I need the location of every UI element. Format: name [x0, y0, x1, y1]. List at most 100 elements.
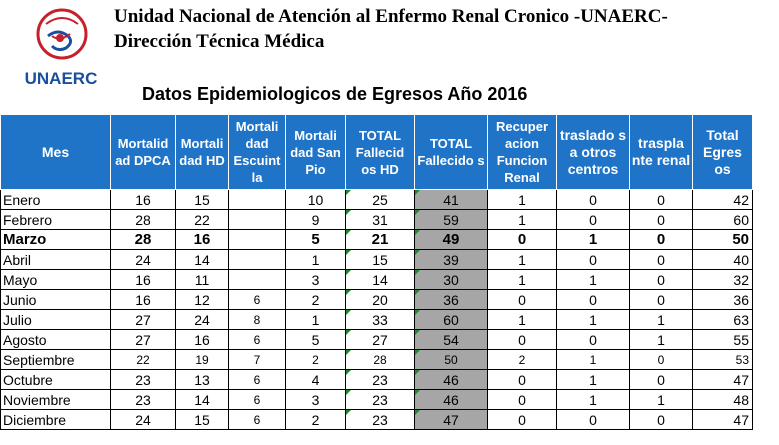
table-row: Octubre 23 13 6 4 23 46 0 1 0 47	[0, 369, 753, 390]
cell-mortalidad-escuintla	[228, 269, 286, 290]
cell-month: Enero	[0, 189, 111, 210]
cell-total-egresos: 40	[692, 249, 753, 270]
cell-total-fallecidos-hd: 27	[345, 329, 415, 350]
cell-recuperacion: 0	[487, 229, 557, 250]
unaerc-logo: UNAERC	[22, 6, 100, 88]
unaerc-logo-icon: UNAERC	[25, 8, 98, 88]
table-row: Marzo 28 16 5 21 49 0 1 0 50	[0, 229, 753, 250]
cell-trasplante: 0	[629, 369, 693, 390]
cell-recuperacion: 1	[487, 189, 557, 210]
cell-total-fallecidos: 54	[414, 329, 488, 350]
cell-mortalidad-escuintla: 6	[228, 389, 286, 410]
cell-recuperacion: 0	[487, 329, 557, 350]
cell-traslados: 0	[556, 289, 630, 310]
cell-mortalidad-hd: 16	[175, 229, 229, 250]
cell-total-egresos: 48	[692, 389, 753, 410]
cell-trasplante: 0	[629, 409, 693, 430]
cell-mortalidad-hd: 16	[175, 329, 229, 350]
cell-mortalidad-hd: 14	[175, 249, 229, 270]
cell-mortalidad-dpca: 16	[110, 189, 176, 210]
cell-mortalidad-san-pio: 2	[285, 349, 346, 370]
cell-total-fallecidos-hd: 28	[345, 349, 415, 370]
cell-recuperacion: 0	[487, 409, 557, 430]
cell-mortalidad-san-pio: 10	[285, 189, 346, 210]
table-row: Noviembre 23 14 6 3 23 46 0 1 1 48	[0, 389, 753, 410]
cell-month: Febrero	[0, 209, 111, 230]
cell-mortalidad-hd: 15	[175, 409, 229, 430]
cell-total-fallecidos: 46	[414, 369, 488, 390]
cell-mortalidad-dpca: 23	[110, 369, 176, 390]
cell-traslados: 1	[556, 389, 630, 410]
cell-traslados: 1	[556, 269, 630, 290]
cell-total-egresos: 42	[692, 189, 753, 210]
col-header-total-fallecidos: TOTAL Fallecido s	[414, 114, 488, 190]
col-header-mortalidad-escuintla: Mortali dad Escuint la	[228, 114, 286, 190]
logo-text: UNAERC	[25, 69, 98, 86]
table-subtitle: Datos Epidemiologicos de Egresos Año 201…	[142, 84, 528, 104]
cell-mortalidad-hd: 24	[175, 309, 229, 330]
cell-total-fallecidos-hd: 14	[345, 269, 415, 290]
cell-month: Abril	[0, 249, 111, 270]
col-header-recuperacion: Recuper acion Funcion Renal	[487, 114, 557, 190]
cell-mortalidad-hd: 13	[175, 369, 229, 390]
cell-trasplante: 0	[629, 249, 693, 270]
cell-traslados: 0	[556, 249, 630, 270]
cell-mortalidad-hd: 19	[175, 349, 229, 370]
table-row: Febrero 28 22 9 31 59 1 0 0 60	[0, 209, 753, 230]
cell-total-fallecidos: 50	[414, 349, 488, 370]
cell-mortalidad-dpca: 24	[110, 249, 176, 270]
cell-total-fallecidos: 47	[414, 409, 488, 430]
cell-total-fallecidos-hd: 23	[345, 369, 415, 390]
cell-traslados: 1	[556, 229, 630, 250]
cell-month: Marzo	[0, 229, 111, 250]
cell-total-fallecidos-hd: 15	[345, 249, 415, 270]
cell-trasplante: 0	[629, 289, 693, 310]
cell-total-fallecidos-hd: 23	[345, 409, 415, 430]
cell-recuperacion: 1	[487, 269, 557, 290]
cell-traslados: 1	[556, 369, 630, 390]
cell-total-egresos: 32	[692, 269, 753, 290]
cell-trasplante: 0	[629, 269, 693, 290]
cell-traslados: 0	[556, 409, 630, 430]
cell-month: Noviembre	[0, 389, 111, 410]
col-header-mortalidad-dpca: Mortalid ad DPCA	[110, 114, 176, 190]
cell-total-egresos: 36	[692, 289, 753, 310]
cell-mortalidad-dpca: 27	[110, 329, 176, 350]
cell-traslados: 1	[556, 349, 630, 370]
cell-mortalidad-dpca: 28	[110, 229, 176, 250]
cell-month: Mayo	[0, 269, 111, 290]
cell-traslados: 0	[556, 189, 630, 210]
cell-mortalidad-escuintla: 8	[228, 309, 286, 330]
cell-total-fallecidos-hd: 31	[345, 209, 415, 230]
cell-month: Septiembre	[0, 349, 111, 370]
cell-recuperacion: 0	[487, 389, 557, 410]
cell-mortalidad-escuintla	[228, 229, 286, 250]
cell-total-fallecidos: 36	[414, 289, 488, 310]
cell-mortalidad-hd: 22	[175, 209, 229, 230]
col-header-mortalidad-hd: Mortali dad HD	[175, 114, 229, 190]
cell-trasplante: 1	[629, 389, 693, 410]
cell-recuperacion: 1	[487, 249, 557, 270]
cell-trasplante: 0	[629, 189, 693, 210]
col-header-traslados: traslado s a otros centros	[556, 114, 630, 190]
cell-total-egresos: 47	[692, 369, 753, 390]
table-row: Diciembre 24 15 6 2 23 47 0 0 0 47	[0, 409, 753, 430]
header-title-line2: Dirección Técnica Médica	[114, 31, 325, 52]
cell-total-egresos: 53	[692, 349, 753, 370]
table-row: Julio 27 24 8 1 33 60 1 1 1 63	[0, 309, 753, 330]
cell-total-fallecidos: 41	[414, 189, 488, 210]
col-header-mes: Mes	[0, 114, 111, 190]
cell-mortalidad-hd: 11	[175, 269, 229, 290]
cell-total-fallecidos-hd: 21	[345, 229, 415, 250]
cell-total-fallecidos: 39	[414, 249, 488, 270]
cell-total-egresos: 63	[692, 309, 753, 330]
cell-mortalidad-escuintla: 6	[228, 329, 286, 350]
cell-total-egresos: 50	[692, 229, 753, 250]
table-header-row: Mes Mortalid ad DPCA Mortali dad HD Mort…	[0, 114, 753, 190]
cell-recuperacion: 2	[487, 349, 557, 370]
cell-trasplante: 0	[629, 349, 693, 370]
cell-trasplante: 1	[629, 309, 693, 330]
cell-mortalidad-dpca: 23	[110, 389, 176, 410]
cell-mortalidad-escuintla: 6	[228, 289, 286, 310]
header-title: Unidad Nacional de Atención al Enfermo R…	[114, 4, 668, 54]
